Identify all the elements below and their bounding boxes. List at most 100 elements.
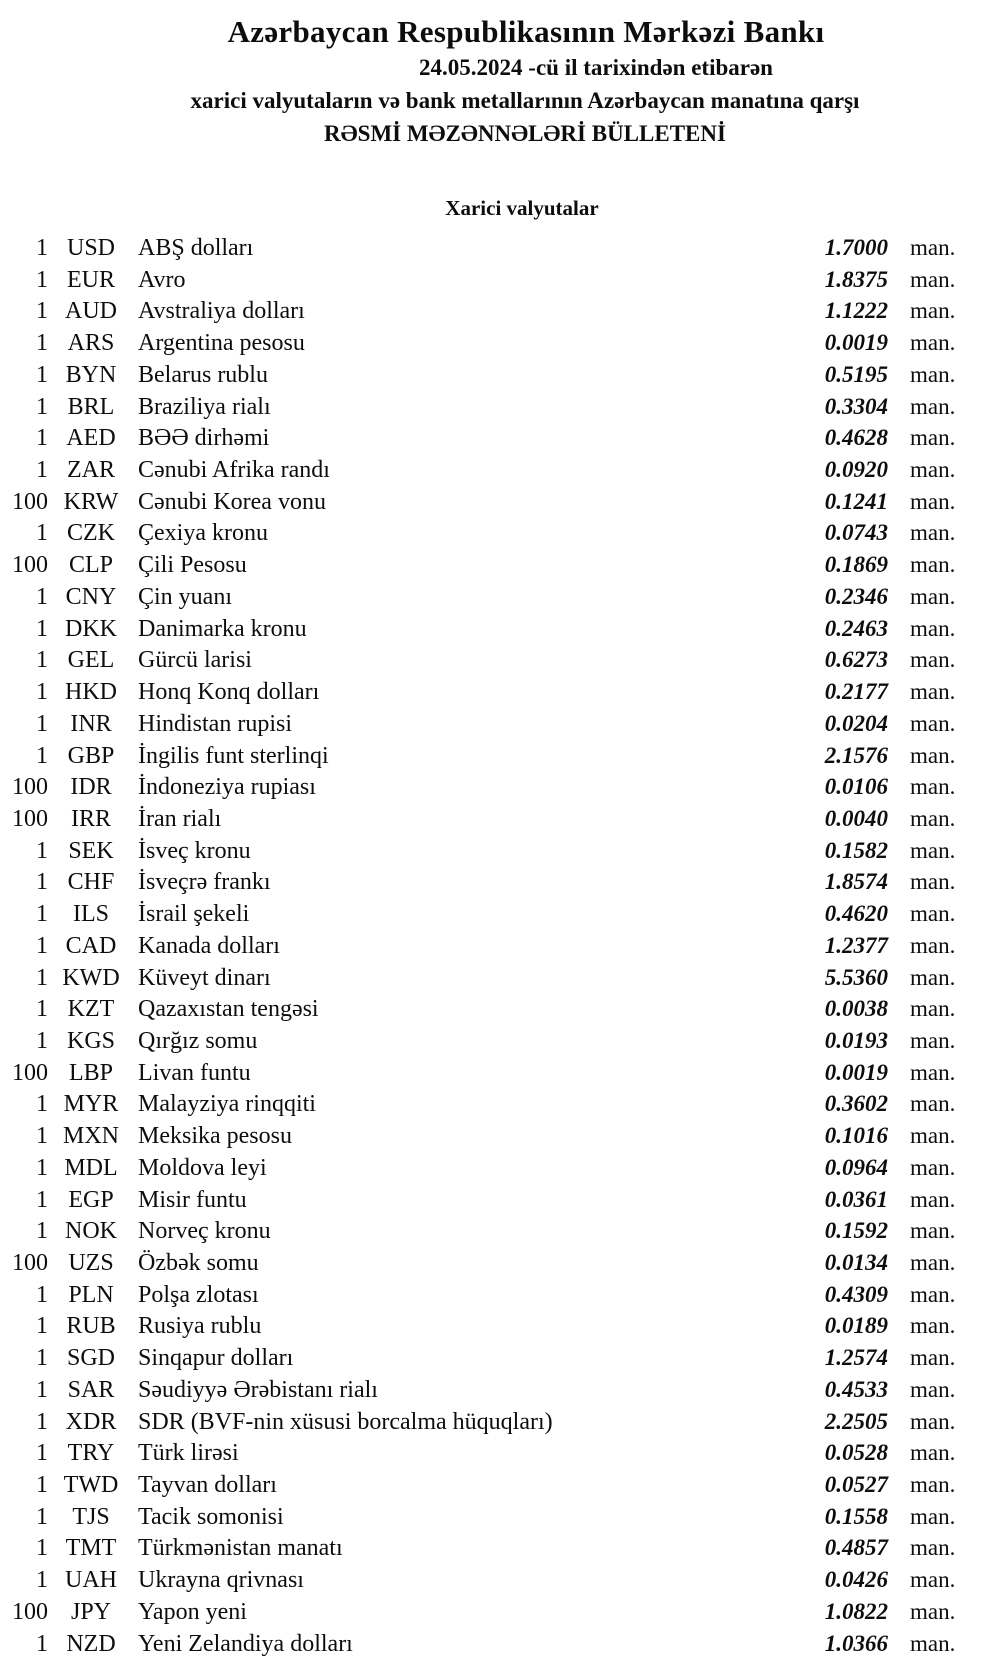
unit-label-cell: man. [910,901,956,927]
quantity-cell: 1 [36,330,48,357]
rate-row: 1 XDR SDR (BVF-nin xüsusi borcalma hüquq… [0,1406,962,1438]
currency-code-cell: SEK [68,837,114,864]
rate-row: 1 KGS Qırğız somu 0.0193 man. [0,1025,962,1057]
currency-code-cell: CLP [68,552,113,579]
currency-code-cell: KZT [67,996,115,1023]
currency-name-cell: Tacik somonisi [138,1503,284,1530]
rate-value-cell: 1.1222 [824,298,888,324]
currency-name-cell: Ukrayna qrivnası [138,1567,304,1594]
currency-name-cell: Küveyt dinarı [138,964,271,991]
rate-value-cell: 0.1582 [824,837,888,863]
rate-row: 1 TJS Tacik somonisi 0.1558 man. [0,1501,962,1533]
rate-value-cell: 0.0019 [824,330,888,356]
rate-row: 1 CNY Çin yuanı 0.2346 man. [0,581,962,613]
rate-row: 1 TRY Türk lirəsi 0.0528 man. [0,1437,962,1469]
rate-value-cell: 0.1592 [824,1218,888,1244]
quantity-cell: 1 [36,1503,48,1530]
currency-code-cell: KWD [62,964,120,991]
rate-value-cell: 0.0019 [824,1059,888,1085]
rate-value-cell: 0.2463 [824,615,888,641]
rate-row: 1 SAR Səudiyyə Ərəbistanı rialı 0.4533 m… [0,1374,962,1406]
currency-name-cell: SDR (BVF-nin xüsusi borcalma hüquqları) [138,1408,553,1435]
quantity-cell: 1 [36,1281,48,1308]
unit-label-cell: man. [910,1408,956,1434]
currency-code-cell: LBP [68,1059,113,1086]
quantity-cell: 1 [36,1123,48,1150]
unit-label-cell: man. [910,1535,956,1561]
unit-label-cell: man. [910,1027,956,1053]
rate-value-cell: 2.1576 [824,742,888,768]
rate-value-cell: 1.0366 [824,1630,888,1656]
currency-code-cell: AED [66,425,116,452]
unit-label-cell: man. [910,1567,956,1593]
currency-name-cell: Kanada dolları [138,932,280,959]
rate-value-cell: 0.6273 [824,647,888,673]
rate-row: 1 ARS Argentina pesosu 0.0019 man. [0,327,962,359]
rate-value-cell: 0.1016 [824,1123,888,1149]
quantity-cell: 1 [36,1218,48,1245]
quantity-cell: 1 [36,647,48,674]
currency-name-cell: İsrail şekeli [138,901,250,928]
currency-code-cell: TMT [65,1535,117,1562]
rate-value-cell: 0.4533 [824,1376,888,1402]
quantity-cell: 1 [36,457,48,484]
unit-label-cell: man. [910,774,956,800]
rate-row: 1 KWD Küveyt dinarı 5.5360 man. [0,962,962,994]
quantity-cell: 1 [36,710,48,737]
rate-value-cell: 0.1558 [824,1503,888,1529]
currency-name-cell: Qırğız somu [138,1027,258,1054]
currency-code-cell: EUR [67,266,115,293]
currency-code-cell: MYR [63,1091,119,1118]
quantity-cell: 1 [36,1186,48,1213]
currency-name-cell: Çili Pesosu [138,552,247,579]
quantity-cell: 1 [36,742,48,769]
currency-code-cell: GEL [67,647,115,674]
rate-value-cell: 0.0106 [824,774,888,800]
quantity-cell: 1 [36,393,48,420]
currency-name-cell: İran rialı [138,805,222,832]
unit-label-cell: man. [910,710,956,736]
rate-value-cell: 1.7000 [824,235,888,260]
effective-date-line: 24.05.2024 -cü il tarixindən etibarən [419,55,773,80]
currency-code-cell: GBP [67,742,115,769]
currency-name-cell: Norveç kronu [138,1218,271,1245]
subtitle-bulletin-line: RƏSMİ MƏZƏNNƏLƏRİ BÜLLETENİ [324,121,726,146]
rate-value-cell: 0.0743 [824,520,888,546]
currency-code-cell: MXN [62,1123,119,1150]
quantity-cell: 1 [36,1313,48,1340]
quantity-cell: 1 [36,837,48,864]
unit-label-cell: man. [910,615,956,641]
currency-code-cell: PLN [68,1281,114,1308]
quantity-cell: 1 [36,1630,48,1657]
quantity-cell: 1 [36,1408,48,1435]
unit-label-cell: man. [910,393,956,419]
unit-label-cell: man. [910,1345,956,1371]
currency-code-cell: ILS [73,901,109,928]
unit-label-cell: man. [910,583,956,609]
rate-row: 1 INR Hindistan rupisi 0.0204 man. [0,708,962,740]
unit-label-cell: man. [910,964,956,990]
quantity-cell: 1 [36,1535,48,1562]
rate-value-cell: 1.8375 [824,266,888,292]
currency-code-cell: CHF [67,869,115,896]
currency-name-cell: Cənubi Afrika randı [138,457,330,484]
unit-label-cell: man. [910,996,956,1022]
exchange-rates-table: 1 USD ABŞ dolları 1.7000 man. 1 EUR Avro… [0,232,1000,1659]
unit-label-cell: man. [910,1123,956,1149]
rate-row: 100 UZS Özbək somu 0.0134 man. [0,1247,962,1279]
rate-value-cell: 0.0920 [824,457,888,483]
currency-code-cell: USD [66,235,115,261]
currency-name-cell: Türk lirəsi [138,1440,239,1467]
section-title-foreign-currencies: Xarici valyutalar [445,196,599,220]
subtitle-scope-line: xarici valyutaların və bank metallarının… [190,88,860,113]
unit-label-cell: man. [910,235,956,260]
currency-name-cell: Türkmənistan manatı [138,1535,343,1562]
currency-code-cell: SAR [67,1376,115,1403]
unit-label-cell: man. [910,1598,956,1624]
currency-code-cell: AUD [65,298,117,325]
currency-code-cell: BRL [67,393,115,420]
quantity-cell: 1 [36,1027,48,1054]
quantity-cell: 1 [36,996,48,1023]
currency-code-cell: NOK [65,1218,117,1245]
rate-value-cell: 0.0189 [824,1313,888,1339]
